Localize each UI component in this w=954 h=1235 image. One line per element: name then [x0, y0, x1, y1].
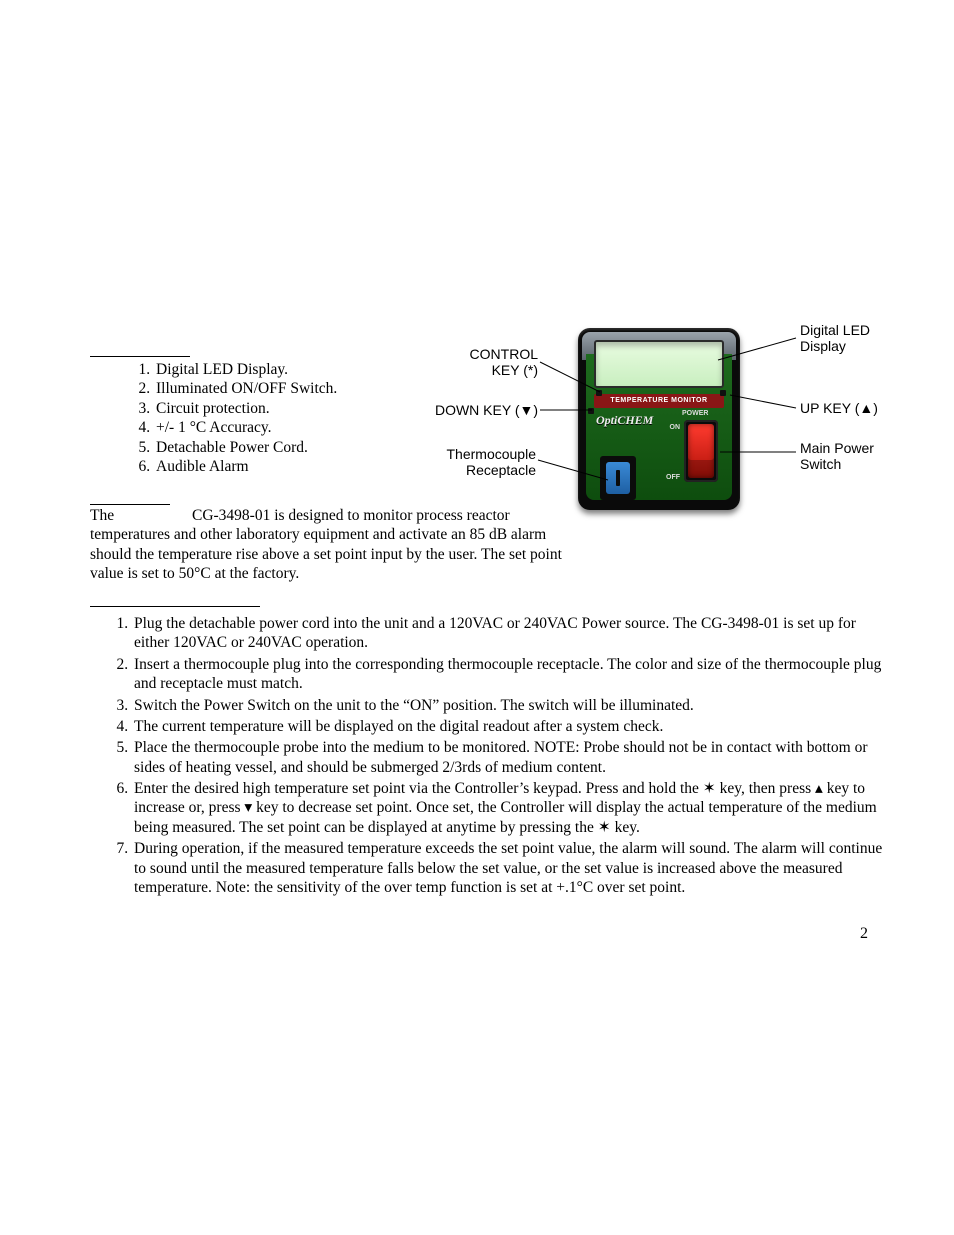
- feature-item: +/- 1 °C Accuracy.: [154, 418, 400, 437]
- feature-item: Illuminated ON/OFF Switch.: [154, 379, 400, 398]
- model-number: CG-3498-01: [192, 507, 270, 524]
- operation-block: Plug the detachable power cord into the …: [108, 610, 890, 899]
- page: Digital LED Display. Illuminated ON/OFF …: [0, 0, 954, 1235]
- desc-body: is designed to monitor process reactor t…: [90, 507, 562, 582]
- thermocouple-receptacle: [606, 462, 630, 494]
- device-power-label: POWER: [682, 410, 708, 417]
- callout-control-key: CONTROL KEY (*): [458, 346, 538, 378]
- device-illustration: TEMPERATURE MONITOR OptiCHEM POWER ON OF…: [578, 328, 740, 510]
- power-switch-rocker: [688, 424, 714, 478]
- description-text: The CG-3498-01 is designed to monitor pr…: [90, 506, 580, 584]
- feature-item: Detachable Power Cord.: [154, 438, 400, 457]
- callout-up-key: UP KEY (▲): [800, 400, 890, 416]
- features-list: Digital LED Display. Illuminated ON/OFF …: [130, 360, 400, 476]
- down-key-icon: [588, 408, 594, 414]
- section-rule-operation: [90, 606, 260, 607]
- desc-prefix: The: [90, 507, 118, 524]
- page-number: 2: [860, 924, 868, 944]
- operation-list: Plug the detachable power cord into the …: [108, 614, 890, 897]
- description-block: The CG-3498-01 is designed to monitor pr…: [90, 504, 580, 584]
- feature-item: Digital LED Display.: [154, 360, 400, 379]
- operation-step: During operation, if the measured temper…: [132, 839, 890, 897]
- features-block: Digital LED Display. Illuminated ON/OFF …: [130, 356, 400, 476]
- operation-step: The current temperature will be displaye…: [132, 717, 890, 736]
- power-switch-well: [684, 420, 718, 482]
- operation-step: Enter the desired high temperature set p…: [132, 779, 890, 837]
- callout-power-switch: Main PowerSwitch: [800, 440, 890, 472]
- callout-down-key: DOWN KEY (▼): [418, 402, 538, 418]
- operation-step: Insert a thermocouple plug into the corr…: [132, 655, 890, 694]
- operation-step: Switch the Power Switch on the unit to t…: [132, 696, 890, 715]
- thermocouple-receptacle-well: [600, 456, 636, 500]
- lcd-display: [594, 340, 724, 388]
- operation-step: Plug the detachable power cord into the …: [132, 614, 890, 653]
- device-off-label: OFF: [666, 474, 680, 481]
- device-strip-label: TEMPERATURE MONITOR: [594, 394, 724, 408]
- device-on-label: ON: [670, 424, 681, 431]
- receptacle-slot: [616, 470, 620, 486]
- operation-step: Place the thermocouple probe into the me…: [132, 738, 890, 777]
- up-key-icon: [720, 390, 726, 396]
- control-key-icon: [596, 390, 602, 396]
- feature-item: Audible Alarm: [154, 457, 400, 476]
- device-brand: OptiCHEM: [596, 414, 653, 426]
- callout-led-display: Digital LEDDisplay: [800, 322, 890, 354]
- feature-item: Circuit protection.: [154, 399, 400, 418]
- callout-thermocouple: ThermocoupleReceptacle: [430, 446, 536, 478]
